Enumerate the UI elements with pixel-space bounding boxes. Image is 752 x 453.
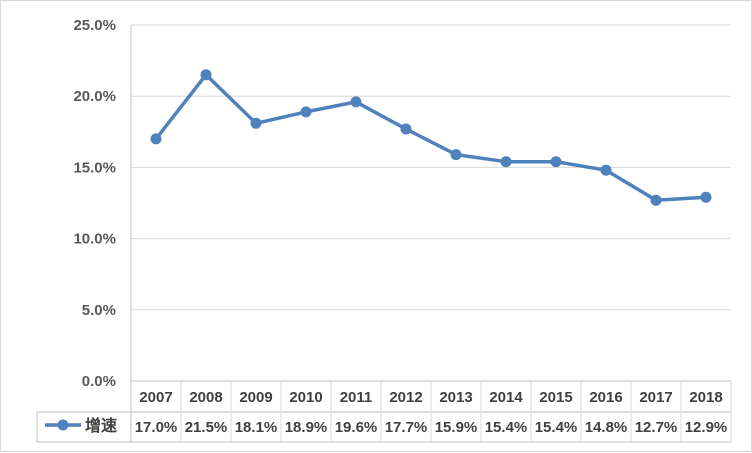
legend-marker: [57, 419, 69, 431]
data-table-value: 12.7%: [635, 419, 678, 436]
legend-label: 增速: [85, 416, 117, 435]
x-category-label: 2009: [239, 389, 272, 406]
data-table: [36, 25, 732, 443]
data-table-value: 14.8%: [585, 419, 628, 436]
x-category-label: 2007: [139, 389, 172, 406]
data-table-value: 17.7%: [385, 419, 428, 436]
data-point: [200, 69, 212, 81]
data-table-values: 17.0% 21.5% 18.1% 18.9% 19.6% 17.7% 15.9% 15.4%…: [135, 419, 728, 436]
data-table-value: 15.4%: [535, 419, 578, 436]
data-table-value: 21.5%: [185, 419, 228, 436]
data-point: [550, 156, 562, 168]
legend: 增速: [45, 416, 117, 435]
data-table-value: 18.9%: [285, 419, 328, 436]
data-table-value: 18.1%: [235, 419, 278, 436]
data-point: [150, 133, 162, 145]
y-tick-label: 5.0%: [82, 302, 116, 319]
data-point: [300, 106, 312, 118]
y-tick-label: 15.0%: [73, 159, 116, 176]
data-point: [650, 194, 662, 206]
x-category-label: 2015: [539, 389, 572, 406]
x-category-label: 2013: [439, 389, 472, 406]
y-tick-label: 0.0%: [82, 373, 116, 390]
series-line: [154, 73, 708, 202]
x-category-label: 2008: [189, 389, 222, 406]
data-point: [350, 96, 362, 108]
y-tick-label: 20.0%: [73, 88, 116, 105]
series-markers: [150, 69, 712, 206]
series-line-group: [154, 73, 708, 202]
data-table-value: 15.9%: [435, 419, 478, 436]
data-point: [450, 149, 462, 161]
data-table-value: 12.9%: [685, 419, 728, 436]
x-category-label: 2010: [289, 389, 322, 406]
data-point: [700, 191, 712, 203]
data-table-value: 15.4%: [485, 419, 528, 436]
x-category-label: 2012: [389, 389, 422, 406]
x-category-label: 2011: [340, 389, 373, 406]
x-axis-categories: 2007 2008 2009 2010 2011 2012 2013 2014 2015 2016…: [139, 389, 722, 406]
data-point: [400, 123, 412, 135]
y-axis-ticks: 0.0% 5.0% 10.0% 15.0% 20.0% 25.0%: [73, 17, 116, 390]
data-table-value: 19.6%: [335, 419, 378, 436]
y-tick-label: 25.0%: [73, 17, 116, 34]
data-point: [250, 117, 262, 129]
x-category-label: 2016: [589, 389, 622, 406]
data-table-value: 17.0%: [135, 419, 178, 436]
data-point: [600, 164, 612, 176]
data-point: [500, 156, 512, 168]
x-category-label: 2017: [639, 389, 672, 406]
y-tick-label: 10.0%: [73, 231, 116, 248]
gridlines: [131, 24, 731, 311]
x-category-label: 2014: [489, 389, 523, 406]
x-category-label: 2018: [689, 389, 722, 406]
